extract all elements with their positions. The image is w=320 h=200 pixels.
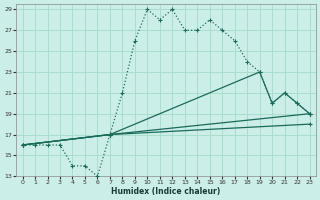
X-axis label: Humidex (Indice chaleur): Humidex (Indice chaleur) xyxy=(111,187,221,196)
